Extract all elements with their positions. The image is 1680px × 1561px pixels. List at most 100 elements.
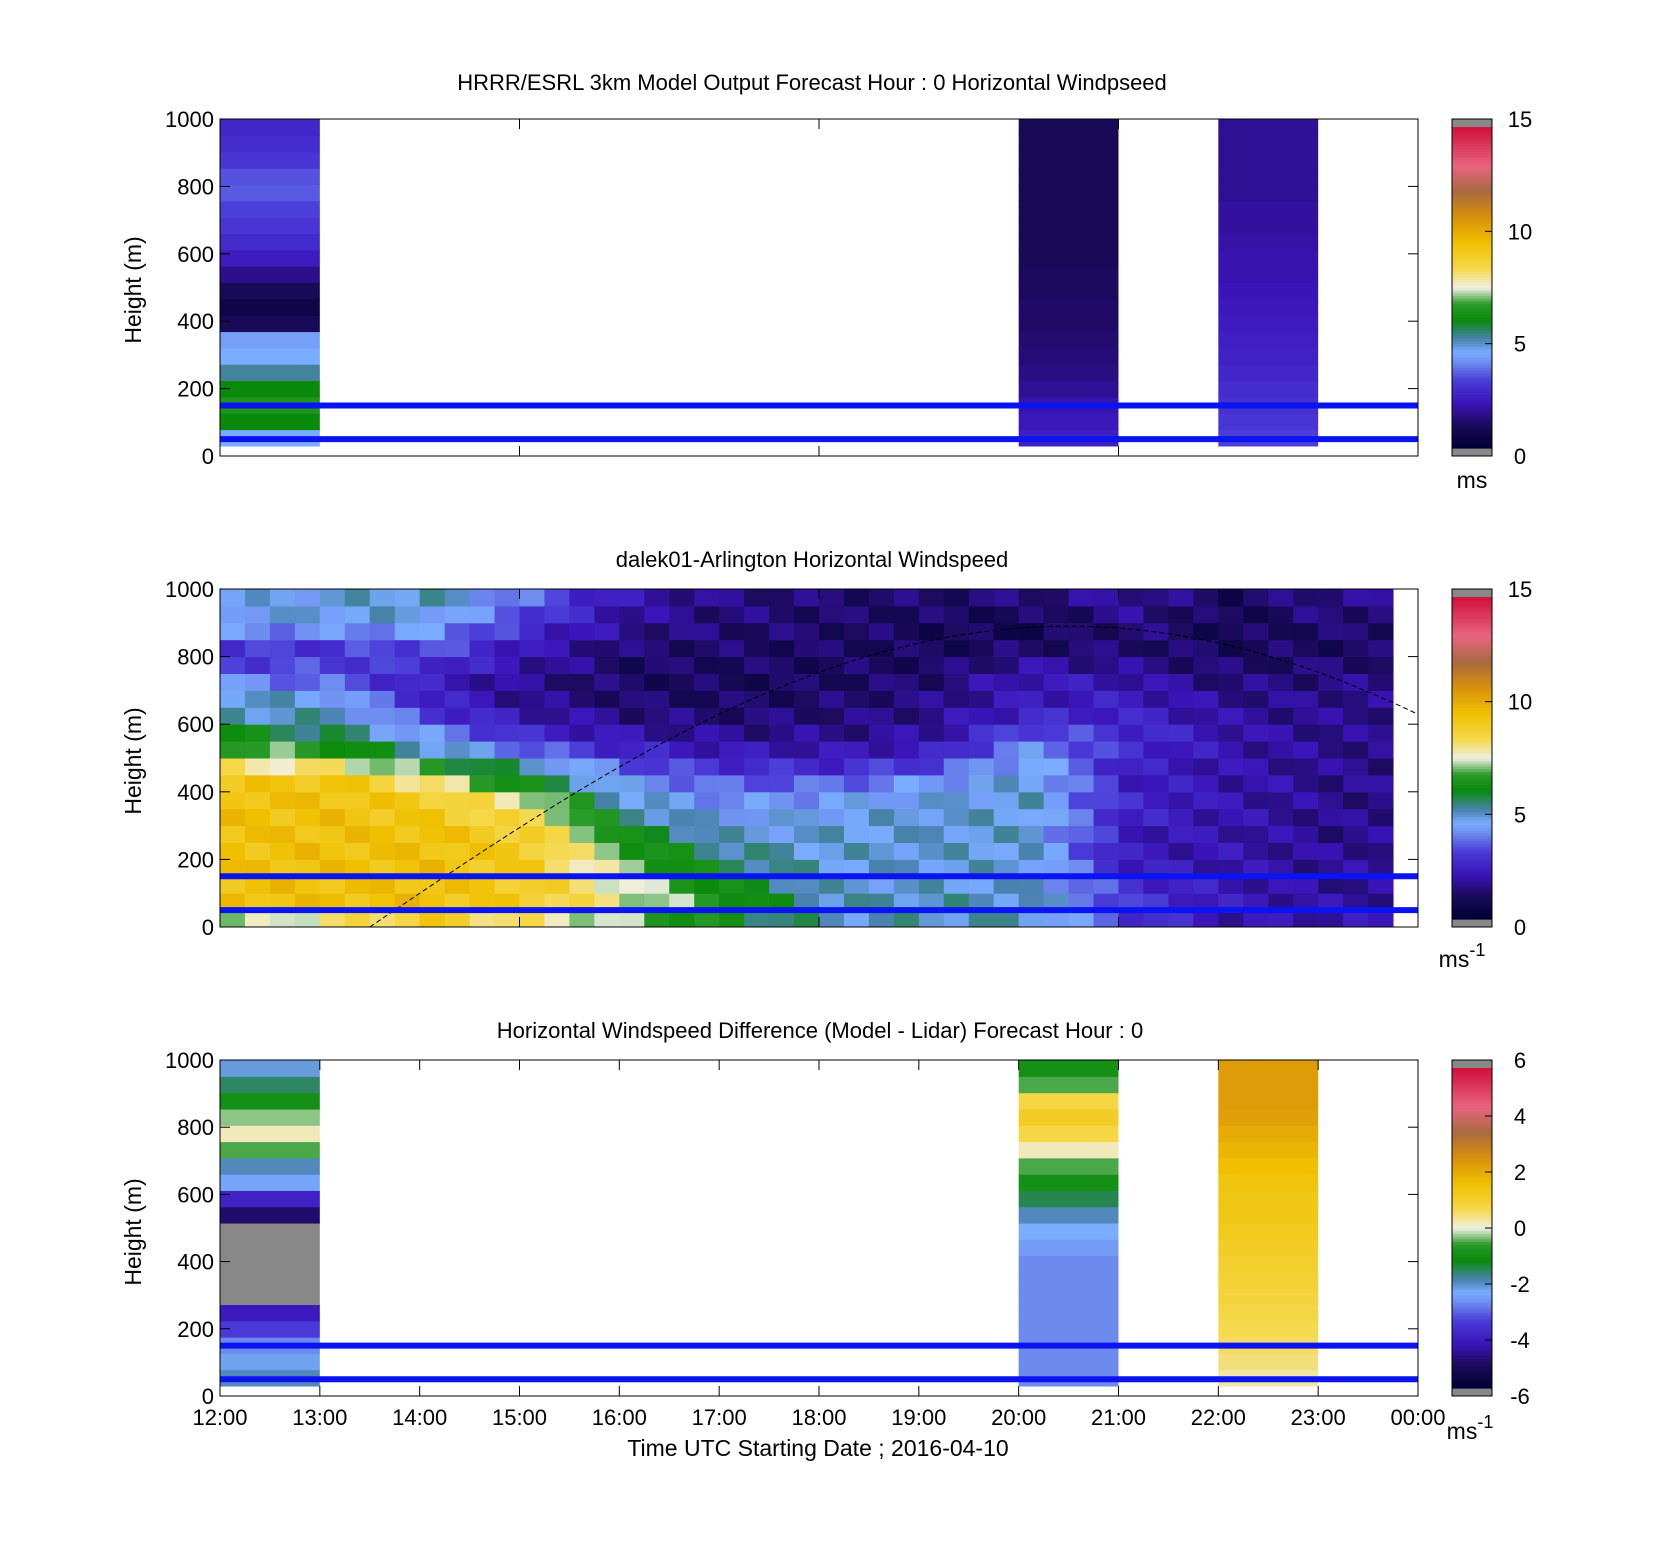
heatmap-cell [644,724,670,742]
heatmap-cell [544,791,570,810]
heatmap-cell [868,808,895,827]
heatmap-cell [1218,184,1319,202]
x-tick-label: 00:00 [1390,1405,1445,1430]
heatmap-cell [1243,622,1269,641]
heatmap-cell [819,690,845,708]
heatmap-cell [1293,622,1319,641]
heatmap-cell [1093,741,1119,759]
x-tick-label: 18:00 [791,1405,846,1430]
heatmap-cell [269,774,296,793]
heatmap-cell [294,605,321,624]
colorbar-segment [1452,284,1492,289]
heatmap-cell [669,758,695,776]
heatmap-cell [1343,893,1369,911]
colorbar-segment [1452,1297,1492,1301]
heatmap-cell [868,842,895,860]
heatmap-cell [744,741,770,759]
heatmap-cell [220,1206,320,1224]
colorbar-segment [1452,1076,1492,1080]
heatmap-cell [1343,589,1369,607]
heatmap-cell [244,707,271,725]
heatmap-cell [220,639,246,658]
heatmap-cell [1093,774,1119,793]
heatmap-cell [769,690,795,708]
colorbar-segment [1452,405,1492,409]
colorbar-segment [1452,800,1492,805]
heatmap-cell [819,876,845,894]
colorbar-segment [1452,1276,1492,1280]
heatmap-cell [1218,1157,1319,1175]
heatmap-cell [1318,876,1344,894]
heatmap-cell [1068,842,1095,860]
heatmap-cell [1368,893,1394,911]
heatmap-cell [220,1353,320,1371]
heatmap-cell [544,605,570,624]
heatmap-cell [1218,151,1319,169]
heatmap-cell [968,673,995,691]
colorbar-segment [1452,279,1492,283]
heatmap-cell [819,808,845,827]
heatmap-cell [1093,622,1119,641]
heatmap-cell [744,774,770,793]
colorbar-segment [1452,1228,1492,1232]
heatmap-cell [1143,910,1169,928]
colorbar-segment [1452,129,1492,133]
heatmap-cell [1018,1157,1119,1175]
colorbar-segment [1452,212,1492,216]
colorbar-segment [1452,787,1492,791]
heatmap-cell [669,690,695,708]
heatmap-cell [1368,707,1394,725]
heatmap-cell [269,589,296,607]
colorbar-segment [1452,1097,1492,1101]
heatmap-cell [819,622,845,641]
heatmap-cell [1218,1092,1319,1110]
colorbar-segment [1452,351,1492,355]
heatmap-cell [519,724,545,742]
heatmap-cell [868,622,895,641]
heatmap-cell [369,774,396,793]
colorbar-segment [1452,410,1492,414]
heatmap-cell [644,791,670,810]
colorbar-segment [1452,1169,1492,1173]
heatmap-cell [220,673,246,691]
heatmap-cell [968,639,995,658]
heatmap-cell [494,876,520,894]
colorbar-segment [1452,771,1492,775]
heatmap-cell [943,842,970,860]
colorbar-segment [1452,298,1492,302]
heatmap-cell [744,893,770,911]
heatmap-cell [344,589,371,607]
heatmap-cell [444,825,471,843]
heatmap-cell [269,690,296,708]
colorbar-segment [1452,263,1492,267]
heatmap-cell [1093,758,1119,776]
heatmap-cell [1293,859,1319,877]
heatmap-cell [444,724,471,742]
heatmap-cell [444,774,471,793]
heatmap-cell [244,910,271,928]
colorbar-segment [1452,1345,1492,1349]
heatmap-cell [1218,1239,1319,1257]
heatmap-cell [943,690,970,708]
heatmap-cell [1218,168,1319,185]
colorbar-segment [1452,835,1492,840]
heatmap-cell [968,808,995,827]
colorbar-segment [1452,180,1492,184]
colorbar-segment [1452,335,1492,339]
heatmap-cell [1168,589,1194,607]
heatmap-cell [544,741,570,759]
heatmap-cell [719,876,745,894]
colorbar-segment [1452,231,1492,235]
heatmap-cell [1118,808,1144,827]
heatmap-cell [1343,656,1369,674]
heatmap-cell [220,1304,320,1322]
heatmap-cell [494,673,520,691]
colorbar-segment [1452,314,1492,318]
heatmap-cell [694,589,720,607]
colorbar-segment [1452,696,1492,700]
heatmap-cell [1043,910,1070,928]
colorbar-segment [1452,621,1492,625]
heatmap-cell [1018,639,1045,658]
heatmap-cell [1268,639,1294,658]
heatmap-cell [1168,842,1194,860]
